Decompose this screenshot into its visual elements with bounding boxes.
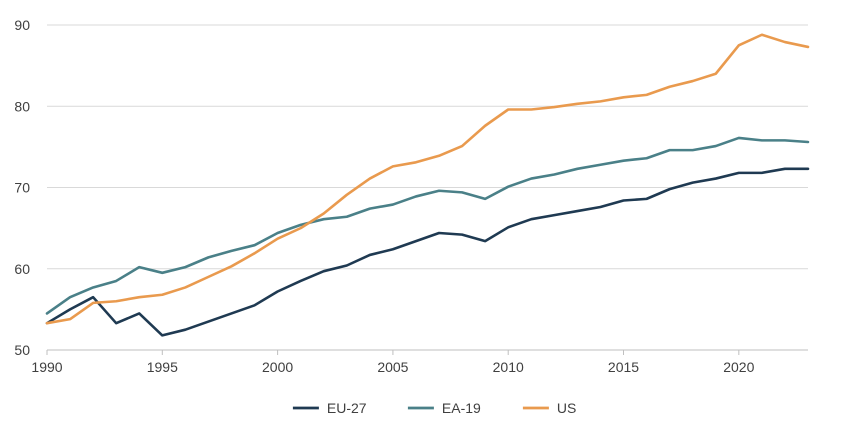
y-tick-label-90: 90	[14, 17, 30, 33]
y-tick-label-50: 50	[14, 342, 30, 358]
x-tick-label-1995: 1995	[147, 359, 178, 375]
y-tick-label-60: 60	[14, 261, 30, 277]
y-tick-label-70: 70	[14, 180, 30, 196]
axes: 50 60 70 80 90 1990 1995 2000 2005 2010 2015 2020	[14, 17, 808, 375]
x-tick-label-2000: 2000	[262, 359, 293, 375]
y-tick-label-80: 80	[14, 98, 30, 114]
x-tick-label-2015: 2015	[608, 359, 639, 375]
legend-label-us: US	[557, 400, 576, 416]
series-line-us	[45, 33, 810, 325]
series-line-eu-27	[45, 167, 810, 337]
x-tick-label-2005: 2005	[377, 359, 408, 375]
x-tick-label-2010: 2010	[493, 359, 524, 375]
legend-label-eu-27: EU-27	[327, 400, 367, 416]
series-line-ea-19	[45, 136, 810, 315]
x-tick-label-1990: 1990	[31, 359, 62, 375]
series-lines	[45, 33, 810, 337]
x-tick-label-2020: 2020	[723, 359, 754, 375]
legend-label-ea-19: EA-19	[442, 400, 481, 416]
legend: EU-27 EA-19 US	[292, 400, 576, 416]
grid-lines	[47, 24, 808, 270]
